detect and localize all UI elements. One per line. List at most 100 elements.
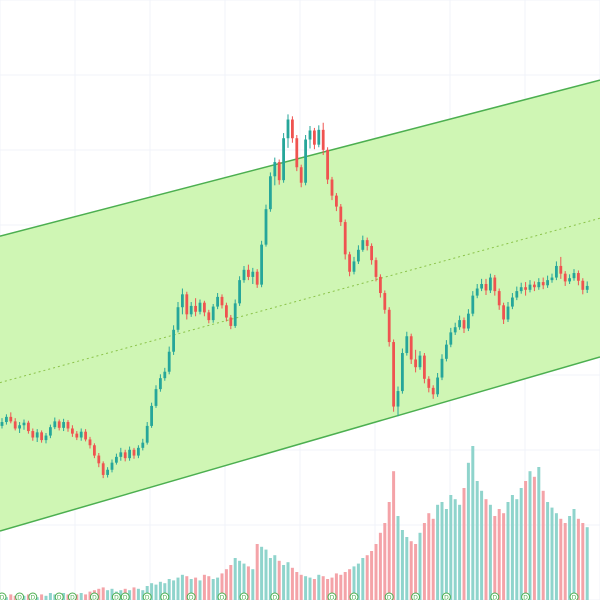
event-marker-label: D (189, 595, 194, 600)
volume-bar (519, 488, 523, 600)
event-marker[interactable]: D (217, 592, 227, 600)
candle (462, 317, 466, 334)
volume-bar (458, 504, 462, 600)
event-marker-label: D (444, 595, 449, 600)
candle-body (471, 295, 475, 314)
candle (484, 278, 488, 295)
candle-body (379, 276, 382, 294)
candle (110, 459, 114, 473)
event-marker-icon (384, 592, 394, 600)
candle-body (22, 422, 26, 426)
candle (277, 159, 281, 185)
event-marker[interactable]: D (54, 592, 64, 600)
volume-bar (365, 555, 369, 600)
parallel-channel[interactable] (0, 79, 600, 532)
volume-bar (444, 509, 448, 600)
candle (273, 157, 277, 186)
candle-body (132, 449, 136, 456)
candle-body (405, 336, 409, 354)
event-marker-label: D (272, 595, 277, 600)
event-marker[interactable]: D (411, 592, 421, 600)
candle (326, 147, 329, 185)
candle (128, 446, 131, 461)
volume-bar (387, 502, 391, 600)
volume-bar (40, 594, 44, 600)
volume-bar (436, 504, 440, 600)
candle (247, 264, 250, 281)
event-marker[interactable]: D (186, 592, 196, 600)
volume-bar (136, 588, 140, 600)
candle (13, 418, 17, 431)
candle-body (330, 179, 334, 196)
event-marker[interactable]: D (160, 592, 170, 600)
volume-bar (304, 576, 308, 600)
candle (405, 331, 409, 356)
candle (537, 278, 541, 290)
candle (427, 376, 431, 393)
event-marker[interactable]: D (89, 592, 99, 600)
event-marker[interactable]: D (15, 592, 25, 600)
candle (493, 274, 497, 296)
event-marker[interactable]: D (67, 592, 77, 600)
candle-body (291, 119, 294, 139)
volume-bar (273, 555, 277, 600)
candle (467, 309, 470, 332)
event-marker-icon (111, 592, 121, 600)
candle (145, 422, 149, 445)
volume-bar (515, 499, 519, 600)
candle (84, 429, 87, 442)
volume-bar (568, 516, 572, 600)
event-marker-label: D (492, 595, 497, 600)
candle (515, 286, 519, 301)
candle-body (154, 389, 158, 406)
volume-bar (106, 590, 110, 600)
event-marker[interactable]: D (0, 592, 7, 600)
event-marker[interactable]: D (142, 592, 152, 600)
event-marker[interactable]: D (441, 592, 451, 600)
volume-bar (101, 587, 105, 600)
event-marker[interactable]: D (349, 592, 359, 600)
candle-body (247, 269, 250, 277)
event-marker[interactable]: D (521, 592, 531, 600)
volume-bar (466, 462, 470, 600)
volume-bar (572, 509, 576, 600)
event-marker[interactable]: D (384, 592, 394, 600)
candle-body (238, 280, 241, 304)
channel-middle-line (0, 217, 600, 384)
candle (330, 176, 334, 201)
event-marker[interactable]: D (327, 592, 337, 600)
candle-body (251, 271, 255, 277)
volume-bar (185, 576, 189, 600)
event-marker-icon (186, 592, 196, 600)
event-marker[interactable]: D (239, 592, 249, 600)
candle-body (277, 162, 281, 181)
candle-body (225, 305, 228, 318)
volume-bar (497, 509, 501, 600)
event-marker[interactable]: D (120, 592, 130, 600)
candle (519, 282, 523, 294)
volume-bar (268, 558, 272, 600)
volume-bar (4, 597, 8, 600)
candle-body (541, 282, 545, 286)
event-marker-icon (120, 592, 130, 600)
candle-body (282, 138, 285, 181)
candle (31, 428, 35, 441)
candle (480, 278, 483, 292)
event-marker[interactable]: D (111, 592, 121, 600)
candle (449, 327, 453, 348)
event-marker[interactable]: D (270, 592, 280, 600)
candle (119, 447, 123, 461)
event-marker[interactable]: D (569, 592, 579, 600)
candle-body (462, 320, 466, 329)
candle (176, 302, 180, 333)
candle-body (9, 416, 13, 422)
candle (66, 420, 70, 432)
candle (167, 346, 171, 375)
volume-bar (277, 560, 281, 600)
event-marker[interactable]: D (490, 592, 500, 600)
event-marker[interactable]: D (28, 592, 38, 600)
event-marker-icon (67, 592, 77, 600)
